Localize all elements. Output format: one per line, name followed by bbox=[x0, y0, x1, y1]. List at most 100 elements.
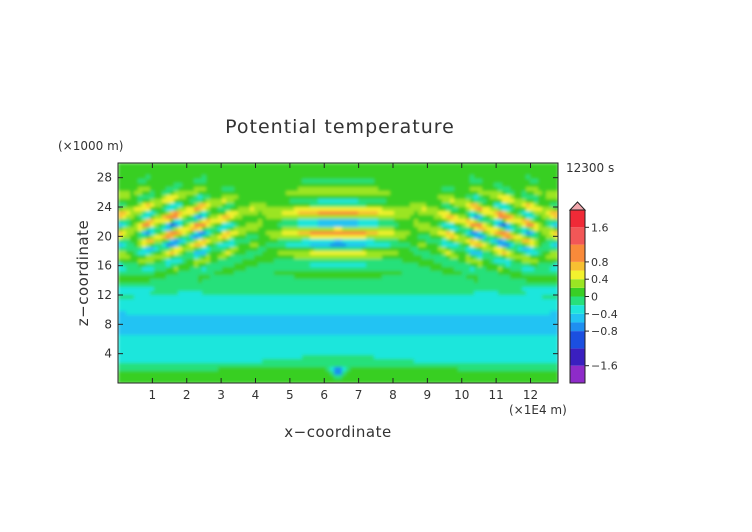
heatmap-cell bbox=[118, 331, 123, 336]
heatmap-cell bbox=[370, 339, 375, 344]
heatmap-cell bbox=[246, 291, 251, 296]
heatmap-cell bbox=[162, 275, 167, 280]
heatmap-cell bbox=[322, 175, 327, 180]
heatmap-cell bbox=[186, 199, 191, 204]
heatmap-cell bbox=[402, 311, 407, 316]
heatmap-cell bbox=[506, 271, 511, 276]
heatmap-cell bbox=[394, 319, 399, 324]
heatmap-cell bbox=[502, 307, 507, 312]
heatmap-cell bbox=[422, 255, 427, 260]
heatmap-cell bbox=[418, 279, 423, 284]
heatmap-cell bbox=[486, 211, 491, 216]
heatmap-cell bbox=[482, 199, 487, 204]
heatmap-cell bbox=[438, 179, 443, 184]
heatmap-cell bbox=[514, 231, 519, 236]
heatmap-cell bbox=[310, 231, 315, 236]
heatmap-cell bbox=[398, 171, 403, 176]
heatmap-cell bbox=[334, 167, 339, 172]
heatmap-cell bbox=[266, 315, 271, 320]
heatmap-cell bbox=[366, 295, 371, 300]
heatmap-cell bbox=[506, 315, 511, 320]
heatmap-cell bbox=[422, 171, 427, 176]
heatmap-cell bbox=[426, 271, 431, 276]
heatmap-cell bbox=[258, 163, 263, 168]
heatmap-cell bbox=[474, 227, 479, 232]
heatmap-cell bbox=[138, 335, 143, 340]
heatmap-cell bbox=[502, 191, 507, 196]
heatmap-cell bbox=[450, 287, 455, 292]
heatmap-cell bbox=[166, 223, 171, 228]
heatmap-cell bbox=[226, 315, 231, 320]
heatmap-cell bbox=[530, 167, 535, 172]
heatmap-cell bbox=[514, 215, 519, 220]
heatmap-cell bbox=[346, 331, 351, 336]
heatmap-cell bbox=[254, 255, 259, 260]
heatmap-cell bbox=[306, 319, 311, 324]
heatmap-cell bbox=[126, 207, 131, 212]
heatmap-cell bbox=[182, 339, 187, 344]
heatmap-cell bbox=[542, 295, 547, 300]
heatmap-cell bbox=[406, 279, 411, 284]
heatmap-cell bbox=[514, 171, 519, 176]
heatmap-cell bbox=[518, 163, 523, 168]
heatmap-cell bbox=[146, 259, 151, 264]
heatmap-cell bbox=[510, 211, 515, 216]
heatmap-cell bbox=[262, 275, 267, 280]
heatmap-cell bbox=[550, 279, 555, 284]
heatmap-cell bbox=[510, 299, 515, 304]
heatmap-cell bbox=[294, 287, 299, 292]
heatmap-cell bbox=[262, 223, 267, 228]
heatmap-cell bbox=[514, 251, 519, 256]
heatmap-cell bbox=[342, 307, 347, 312]
heatmap-cell bbox=[454, 307, 459, 312]
heatmap-cell bbox=[166, 191, 171, 196]
heatmap-cell bbox=[278, 287, 283, 292]
heatmap-cell bbox=[478, 191, 483, 196]
heatmap-cell bbox=[294, 183, 299, 188]
heatmap-cell bbox=[290, 219, 295, 224]
heatmap-cell bbox=[426, 287, 431, 292]
heatmap-cell bbox=[502, 235, 507, 240]
heatmap-cell bbox=[358, 287, 363, 292]
heatmap-cell bbox=[530, 259, 535, 264]
heatmap-cell bbox=[382, 223, 387, 228]
heatmap-cell bbox=[510, 291, 515, 296]
heatmap-cell bbox=[210, 211, 215, 216]
heatmap-cell bbox=[466, 339, 471, 344]
heatmap-cell bbox=[414, 175, 419, 180]
heatmap-cell bbox=[286, 243, 291, 248]
heatmap-cell bbox=[202, 323, 207, 328]
heatmap-cell bbox=[322, 203, 327, 208]
heatmap-cell bbox=[170, 171, 175, 176]
heatmap-cell bbox=[446, 227, 451, 232]
heatmap-cell bbox=[362, 303, 367, 308]
heatmap-cell bbox=[294, 163, 299, 168]
heatmap-cell bbox=[242, 315, 247, 320]
heatmap-cell bbox=[322, 227, 327, 232]
heatmap-cell bbox=[510, 319, 515, 324]
heatmap-cell bbox=[222, 299, 227, 304]
heatmap-cell bbox=[290, 163, 295, 168]
heatmap-cell bbox=[314, 327, 319, 332]
heatmap-cell bbox=[150, 259, 155, 264]
heatmap-cell bbox=[374, 319, 379, 324]
heatmap-cell bbox=[474, 275, 479, 280]
heatmap-cell bbox=[542, 171, 547, 176]
heatmap-cell bbox=[382, 243, 387, 248]
heatmap-cell bbox=[146, 231, 151, 236]
heatmap-cell bbox=[174, 187, 179, 192]
heatmap-cell bbox=[554, 167, 558, 172]
heatmap-cell bbox=[526, 195, 531, 200]
heatmap-cell bbox=[542, 291, 547, 296]
heatmap-cell bbox=[142, 335, 147, 340]
heatmap-cell bbox=[198, 291, 203, 296]
heatmap-cell bbox=[542, 255, 547, 260]
heatmap-cell bbox=[514, 183, 519, 188]
heatmap-cell bbox=[290, 323, 295, 328]
heatmap-cell bbox=[526, 295, 531, 300]
heatmap-cell bbox=[462, 259, 467, 264]
heatmap-cell bbox=[290, 339, 295, 344]
heatmap-cell bbox=[474, 175, 479, 180]
heatmap-cell bbox=[198, 311, 203, 316]
heatmap-cell bbox=[470, 263, 475, 268]
